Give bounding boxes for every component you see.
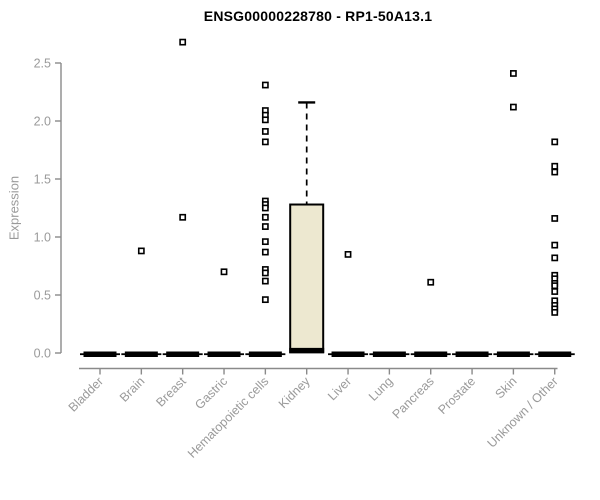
outlier-point [551,138,559,146]
flat-boxplot-bar [124,351,158,357]
flat-boxplot-bar [414,351,448,357]
x-tick-label: Unknown / Other [485,374,561,450]
outlier-point [261,138,269,146]
outlier-point [551,308,559,316]
outlier-point [509,103,517,111]
chart-title: ENSG00000228780 - RP1-50A13.1 [203,8,433,24]
flat-boxplot-bar [372,351,406,357]
outlier-point [179,213,187,221]
flat-boxplot-bar [496,351,530,357]
outlier-point [509,70,517,77]
x-tick-label: Kidney [276,374,313,411]
outlier-point [551,168,559,176]
flat-boxplot-bar [248,351,282,357]
outlier-point [551,288,559,295]
median-line [289,347,325,354]
outlier-point [261,128,269,135]
y-tick-label: 2.5 [34,57,51,71]
y-tick-label: 1.5 [34,173,51,187]
y-tick-label: 2.0 [34,115,51,129]
x-tick-label: Breast [153,374,189,410]
outlier-point [261,248,269,256]
outlier-point [261,238,269,246]
outlier-point [179,38,187,46]
x-tick-label: Lung [366,374,396,404]
outlier-point [261,81,269,89]
outlier-point [220,268,228,276]
flat-boxplot-bar [455,351,489,357]
x-tick-label: Pancreas [390,374,437,421]
x-tick-label: Gastric [192,374,230,412]
y-tick-label: 0.5 [34,289,51,303]
x-tick-label: Prostate [435,374,478,417]
outlier-point [261,223,269,230]
x-tick-label: Hematopoietic cells [185,374,272,461]
y-tick-label: 1.0 [34,231,51,245]
flat-boxplot-bar [538,351,572,357]
outlier-point [261,296,269,304]
outlier-point [551,162,559,170]
y-tick-label: 0.0 [34,347,51,361]
outlier-point [137,247,145,255]
box [289,203,325,353]
x-tick-label: Brain [117,374,148,405]
outlier-point [261,213,269,221]
y-axis-label: Expression [6,175,22,241]
outlier-point [551,215,559,222]
outlier-point [261,269,269,277]
x-tick-label: Skin [492,374,519,401]
outlier-point [551,282,559,290]
flat-boxplot-bar [83,351,117,357]
outlier-point [344,251,352,258]
outlier-point [261,277,269,285]
flat-boxplot-bar [207,351,241,357]
x-tick-label: Bladder [66,374,106,414]
flat-boxplot-bar [166,351,200,357]
outlier-point [261,116,269,124]
outlier-point [551,254,559,262]
outlier-point [551,241,559,249]
outlier-point [427,278,435,286]
outlier-point [261,204,269,212]
x-tick-label: Liver [325,374,354,403]
flat-boxplot-bar [331,351,365,357]
